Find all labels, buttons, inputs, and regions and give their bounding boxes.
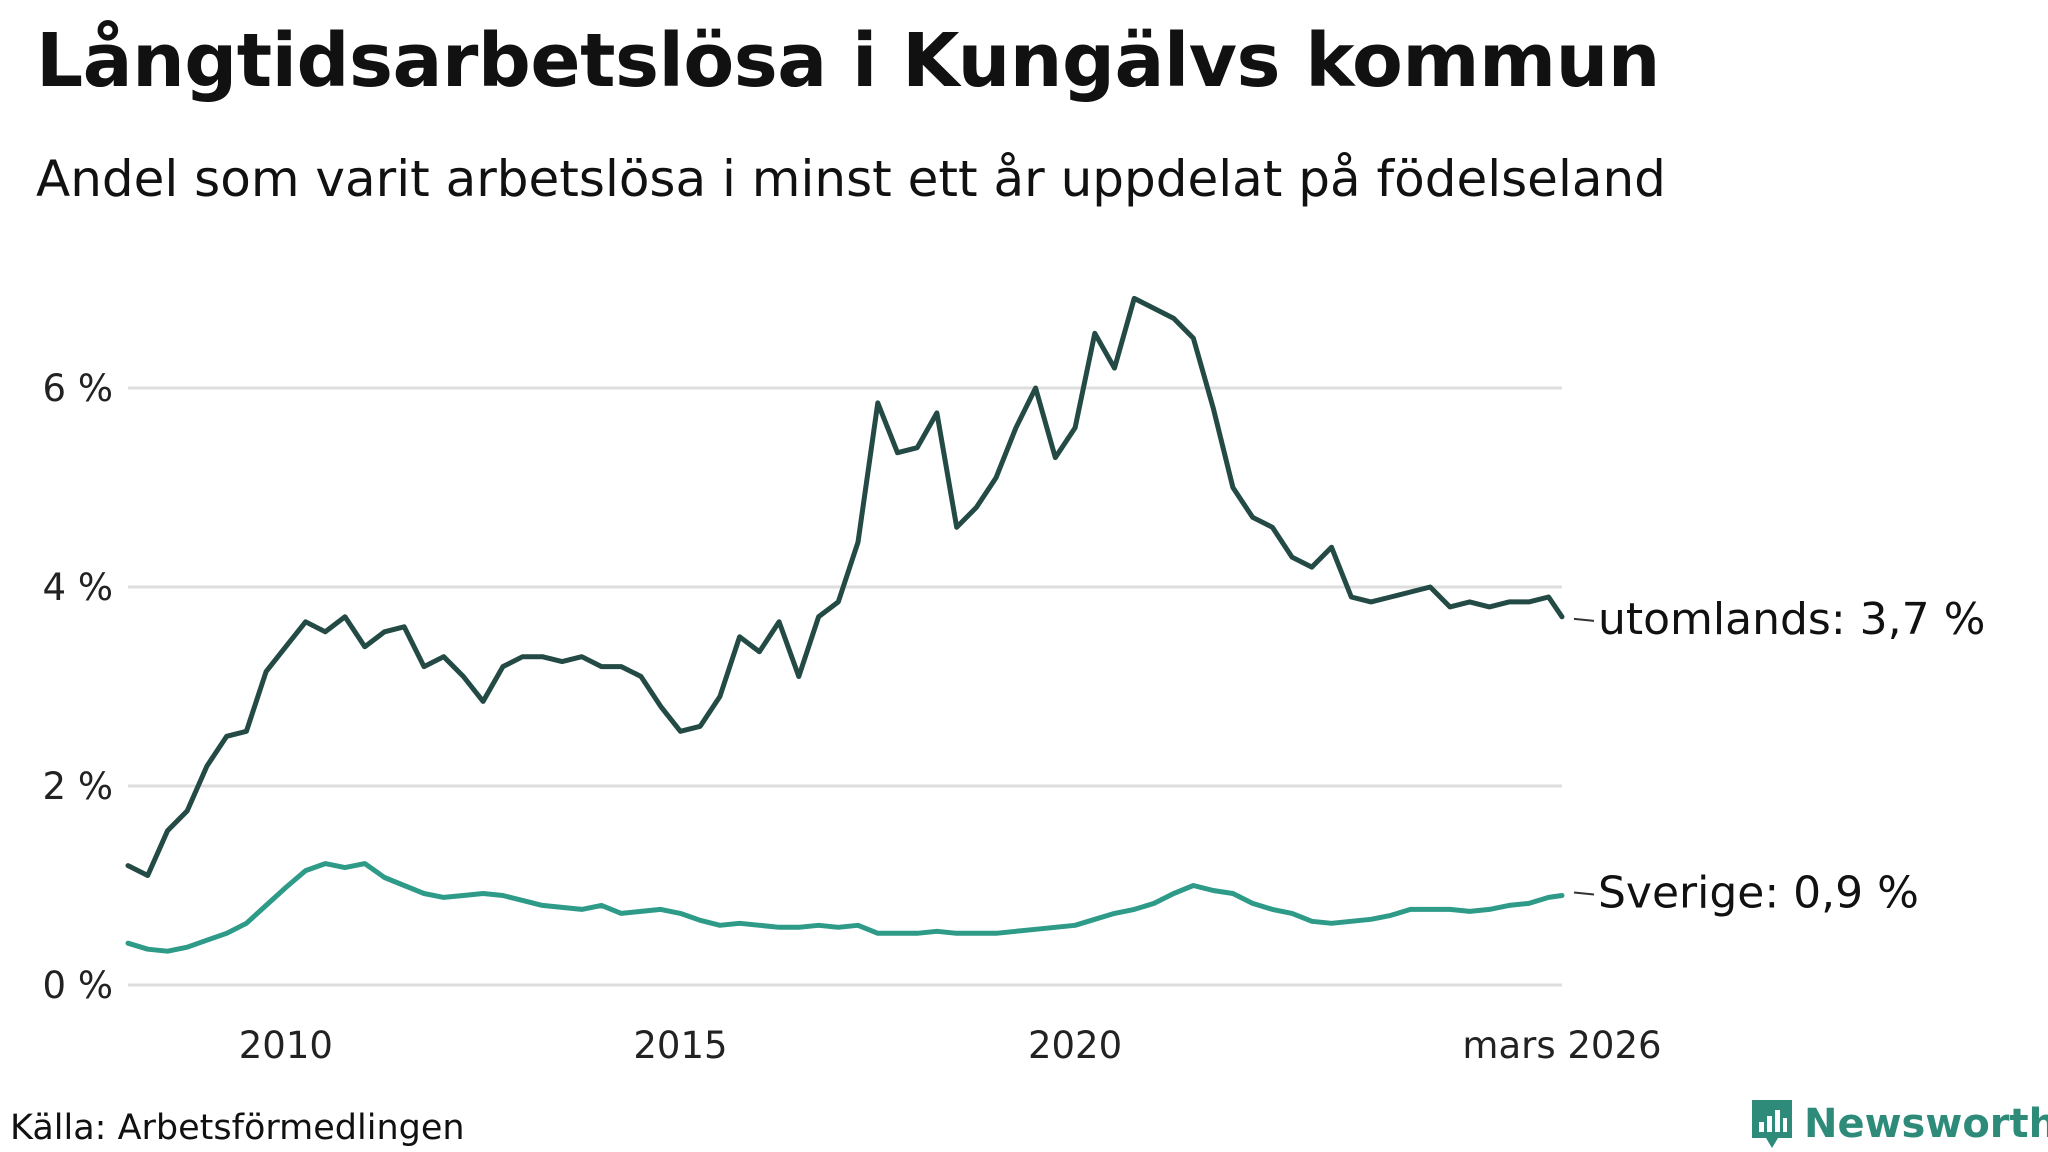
x-tick-label: mars 2026: [1462, 1024, 1661, 1067]
label-leader: [1573, 891, 1595, 896]
y-tick-label: 0 %: [43, 964, 113, 1007]
series-end-labels: utomlands: 3,7 % Sverige: 0,9 %: [1573, 594, 1985, 918]
source-note: Källa: Arbetsförmedlingen: [10, 1108, 465, 1148]
end-label-sverige: Sverige: 0,9 %: [1598, 867, 1919, 918]
gridlines: [128, 386, 1562, 987]
y-tick-label: 6 %: [43, 367, 113, 410]
chart-title: Långtidsarbetslösa i Kungälvs kommun: [36, 18, 1660, 104]
y-tick-label: 4 %: [43, 566, 113, 609]
series-line-utomlands: [125, 295, 1565, 878]
newsworthy-logo-icon: [1752, 1100, 1792, 1148]
brand-logo: Newsworthy: [1750, 1098, 2048, 1150]
y-tick-label: 2 %: [43, 765, 113, 808]
x-tick-label: 2010: [239, 1024, 333, 1067]
x-tick-label: 2015: [633, 1024, 727, 1067]
label-leader: [1573, 617, 1595, 622]
x-axis-ticks: 2010 2015 2020 mars 2026: [239, 1024, 1662, 1067]
series-lines: [125, 295, 1565, 954]
end-label-utomlands: utomlands: 3,7 %: [1598, 594, 1985, 645]
brand-name: Newsworthy: [1804, 1101, 2048, 1147]
y-axis-ticks: 0 % 2 % 4 % 6 %: [43, 367, 113, 1007]
chart-subtitle: Andel som varit arbetslösa i minst ett å…: [36, 150, 1666, 208]
series-line-sverige: [125, 861, 1565, 954]
x-tick-label: 2020: [1028, 1024, 1122, 1067]
